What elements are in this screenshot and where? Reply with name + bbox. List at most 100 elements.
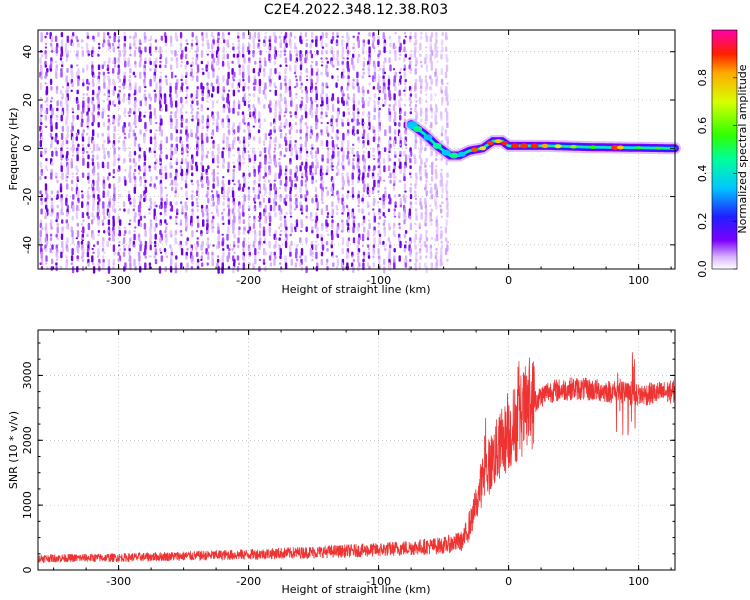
spec-noise-cell [389,42,392,48]
spec-noise-cell [420,32,423,35]
spec-noise-cell [170,104,174,107]
spec-noise-cell [85,93,89,96]
spec-noise-cell [201,96,204,102]
spec-noise-cell [414,32,417,40]
spec-noise-cell [76,179,80,183]
spec-noise-cell [403,219,406,225]
spec-noise-cell [154,161,157,165]
spec-noise-cell [430,176,434,182]
spec-noise-cell [206,93,209,99]
spec-noise-cell [341,39,344,47]
spec-noise-cell [268,172,271,176]
spec-noise-cell [71,154,75,157]
spec-noise-cell [61,86,65,89]
spec-noise-cell [289,53,292,62]
spec-noise-cell [158,125,162,132]
spec-noise-cell [154,50,157,53]
spec-noise-cell [383,165,386,173]
spec-noise-cell [175,183,179,187]
spec-noise-cell [383,258,386,266]
spec-noise-cell [294,143,297,149]
spec-noise-cell [399,168,402,174]
spec-noise-cell [409,255,413,258]
spec-noise-cell [305,150,309,154]
spec-noise-cell [217,53,220,58]
spec-noise-cell [122,125,125,133]
spec-noise-cell [399,132,402,137]
spec-noise-cell [81,136,85,142]
spec-noise-cell [169,35,173,44]
spec-noise-cell [295,244,299,248]
spec-noise-cell [216,258,220,263]
spec-noise-cell [415,60,418,66]
spec-noise-cell [356,82,359,87]
spec-noise-cell [87,186,91,190]
spec-noise-cell [269,204,273,212]
spec-noise-cell [424,118,428,122]
spec-noise-cell [388,147,391,152]
spec-noise-cell [424,147,427,152]
spec-noise-cell [232,226,235,231]
spec-noise-cell [248,136,251,141]
spec-noise-cell [233,244,236,248]
spec-noise-cell [418,154,422,159]
spec-noise-cell [300,143,303,148]
spec-noise-cell [233,165,236,169]
colorbar-gradient [712,30,737,269]
spec-noise-cell [184,96,188,99]
spec-noise-cell [325,230,329,233]
spec-noise-cell [356,78,359,83]
spec-noise-cell [222,46,225,53]
spec-noise-cell [158,96,162,102]
spec-noise-cell [111,42,115,47]
spec-noise-cell [299,230,303,233]
spec-noise-cell [404,35,407,38]
spec-noise-cell [191,39,194,42]
spec-noise-cell [113,147,116,155]
spec-noise-cell [315,179,318,183]
spec-noise-cell [326,71,329,78]
spec-noise-cell [211,258,214,267]
spec-y-tick-label: -20 [21,188,34,206]
spec-noise-cell [252,104,255,109]
spec-noise-cell [299,57,302,62]
spec-noise-cell [66,183,69,190]
spec-noise-cell [383,230,386,237]
spec-noise-cell [274,143,277,147]
spec-noise-cell [247,230,250,234]
spec-noise-cell [294,60,298,63]
spec-noise-cell [315,71,319,77]
spec-noise-cell [414,64,417,67]
spec-noise-cell [148,46,152,54]
spec-noise-cell [86,132,89,136]
spec-noise-cell [373,158,376,161]
spec-noise-cell [305,154,309,158]
spec-noise-cell [320,237,324,242]
spec-noise-cell [196,258,200,263]
spec-noise-cell [414,183,417,187]
spec-noise-cell [206,136,209,143]
spec-noise-cell [361,233,365,242]
spec-noise-cell [76,57,79,60]
spec-noise-cell [311,230,314,234]
spec-noise-cell [392,186,396,191]
spec-tone-blob [589,145,597,149]
spec-noise-cell [207,197,210,204]
spec-noise-cell [356,57,360,64]
spec-noise-cell [327,132,330,137]
spec-noise-cell [80,111,84,115]
spec-noise-cell [77,42,80,48]
spec-noise-cell [279,53,282,58]
spec-noise-cell [108,183,111,189]
spec-noise-cell [117,35,121,40]
spec-noise-cell [186,154,189,157]
spec-noise-cell [311,147,314,150]
spec-noise-cell [299,64,303,71]
spec-noise-cell [279,255,282,260]
spec-noise-cell [425,64,429,72]
spec-noise-cell [49,248,52,254]
spec-noise-cell [430,64,433,71]
spec-noise-cell [388,255,391,260]
spec-noise-cell [278,172,281,179]
spec-noise-cell [274,86,277,89]
